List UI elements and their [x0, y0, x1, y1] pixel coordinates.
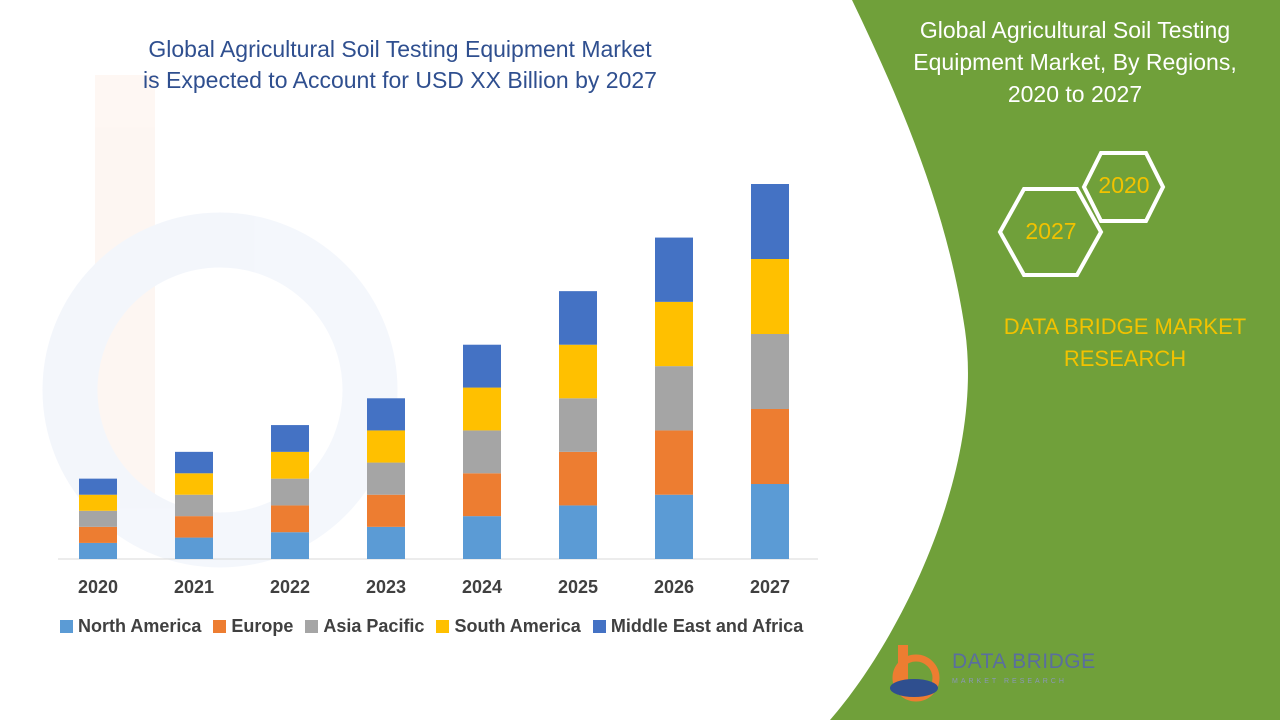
legend-swatch — [592, 620, 606, 633]
x-tick-label-2023: 2023 — [366, 577, 406, 597]
brand-name: DATA BRIDGE MARKET RESEARCH — [970, 311, 1280, 375]
bar-2025-asia-pacific — [559, 398, 597, 452]
logo-name: DATA BRIDGE — [952, 650, 1096, 673]
bar-2020-europe — [79, 526, 117, 543]
legend-item-middle-east-and-africa: Middle East and Africa — [592, 616, 804, 637]
x-tick-label-2021: 2021 — [174, 577, 214, 597]
bar-2022-south-america — [271, 451, 309, 479]
side-title-line3: 2020 to 2027 — [1007, 81, 1143, 107]
hexagon-2020-icon — [1081, 151, 1166, 223]
x-tick-label-2022: 2022 — [270, 577, 310, 597]
chart-title-line1: Global Agricultural Soil Testing Equipme… — [148, 36, 652, 62]
legend-label: Middle East and Africa — [610, 616, 804, 636]
bar-2021-europe — [175, 516, 213, 538]
bar-2023-middle-east-and-africa — [367, 398, 405, 431]
bar-2023-south-america — [367, 430, 405, 463]
legend-label: Asia Pacific — [323, 616, 425, 636]
bar-2020-middle-east-and-africa — [79, 478, 117, 495]
bar-2026-north-america — [655, 494, 693, 559]
bar-2027-europe — [751, 409, 789, 484]
legend-item-south-america: South America — [436, 616, 581, 637]
legend-swatch — [60, 620, 73, 633]
bar-2023-europe — [367, 494, 405, 527]
logo-tagline: MARKET RESEARCH — [952, 678, 1067, 685]
bar-2021-north-america — [175, 537, 213, 559]
x-tick-label-2024: 2024 — [462, 577, 502, 597]
bar-2021-south-america — [175, 473, 213, 495]
hex-label-2027: 2027 — [1025, 218, 1077, 244]
hexagon-2027-icon — [997, 187, 1104, 277]
bar-2020-south-america — [79, 494, 117, 511]
legend-item-north-america: North America — [60, 616, 201, 637]
data-bridge-logo-icon — [890, 645, 940, 702]
bar-2025-south-america — [559, 344, 597, 399]
legend-label: Europe — [231, 616, 294, 636]
legend-swatch — [305, 620, 319, 633]
bar-2023-asia-pacific — [367, 462, 405, 495]
bar-2021-asia-pacific — [175, 494, 213, 517]
bar-2024-asia-pacific — [463, 430, 501, 474]
bar-2023-north-america — [367, 526, 405, 559]
legend-swatch — [213, 620, 227, 633]
x-tick-label-2027: 2027 — [750, 577, 790, 597]
bar-2022-middle-east-and-africa — [271, 425, 309, 452]
hex-label-2020: 2020 — [1098, 172, 1150, 198]
bar-2020-north-america — [79, 542, 117, 559]
brand-line2: RESEARCH — [1063, 346, 1187, 371]
bar-2024-europe — [463, 473, 501, 517]
x-tick-label-2020: 2020 — [78, 577, 118, 597]
bar-2027-middle-east-and-africa — [751, 184, 789, 259]
bar-2022-asia-pacific — [271, 478, 309, 506]
side-title-line2: Equipment Market, By Regions, — [913, 49, 1237, 75]
bar-2026-south-america — [655, 301, 693, 367]
x-tick-label-2025: 2025 — [558, 577, 598, 597]
watermark — [42, 75, 398, 568]
bar-2027-asia-pacific — [751, 334, 789, 409]
chart-title: Global Agricultural Soil Testing Equipme… — [100, 34, 700, 96]
side-panel-shape — [830, 0, 1280, 720]
legend-item-asia-pacific: Asia Pacific — [305, 616, 424, 637]
bar-2020-asia-pacific — [79, 510, 117, 527]
legend-swatch — [436, 620, 450, 633]
bar-2022-europe — [271, 505, 309, 533]
chart-title-line2: is Expected to Account for USD XX Billio… — [143, 67, 657, 93]
bar-2027-north-america — [751, 484, 789, 559]
legend-label: South America — [454, 616, 581, 636]
brand-line1: DATA BRIDGE MARKET — [1003, 314, 1247, 339]
bars-group — [79, 184, 789, 559]
bar-2025-north-america — [559, 505, 597, 559]
bar-2025-europe — [559, 451, 597, 506]
legend-item-europe: Europe — [213, 616, 293, 637]
x-tick-label-2026: 2026 — [654, 577, 694, 597]
bar-2024-north-america — [463, 516, 501, 559]
bar-2024-middle-east-and-africa — [463, 344, 501, 388]
bar-2021-middle-east-and-africa — [175, 451, 213, 474]
bar-2026-asia-pacific — [655, 366, 693, 431]
side-title-line1: Global Agricultural Soil Testing — [919, 17, 1231, 43]
x-tick-labels: 2020 2021 2022 2023 2024 2025 2026 2027 — [78, 577, 790, 597]
side-panel-title: Global Agricultural Soil Testing Equipme… — [890, 14, 1260, 110]
bar-2022-north-america — [271, 532, 309, 559]
bar-2026-middle-east-and-africa — [655, 237, 693, 302]
bar-2026-europe — [655, 430, 693, 495]
chart-legend: North America Europe Asia Pacific South Ame… — [60, 616, 803, 637]
bar-2024-south-america — [463, 387, 501, 431]
bar-2027-south-america — [751, 259, 789, 334]
legend-label: North America — [78, 616, 202, 636]
bar-2025-middle-east-and-africa — [559, 291, 597, 345]
